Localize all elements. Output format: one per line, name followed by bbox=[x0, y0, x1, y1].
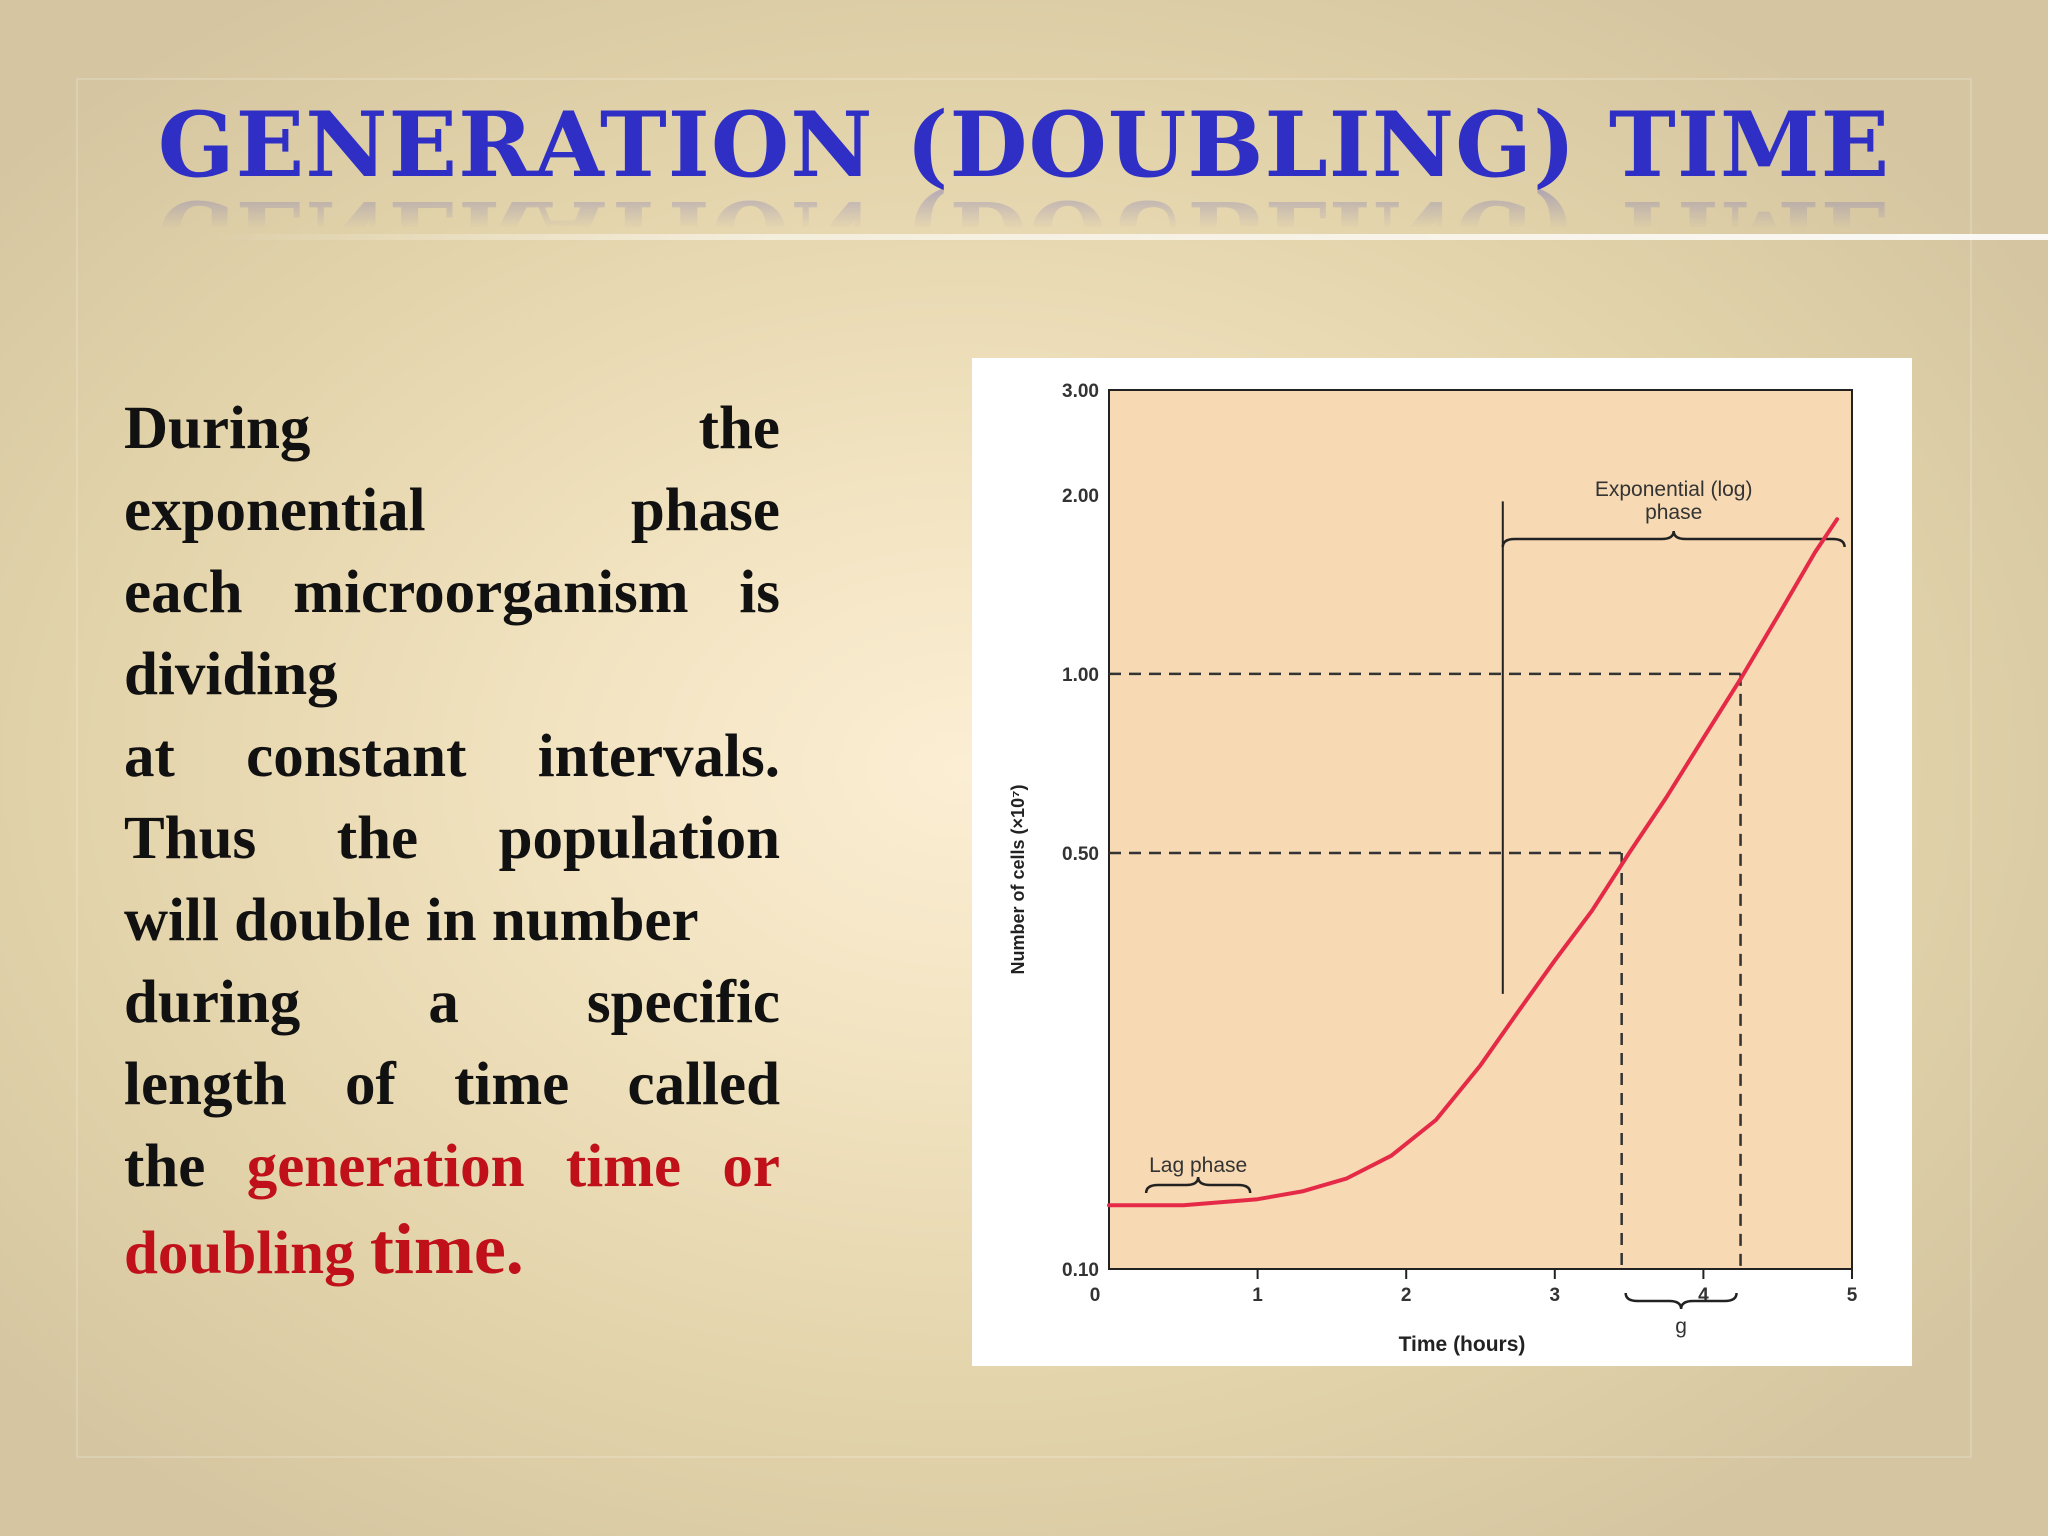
chart-card: 0.10 0.50 1.00 2.00 3.00 0 1 2 3 4 5 Time (hours) Nu… bbox=[972, 358, 1912, 1366]
highlight-doubling: doubling bbox=[124, 1220, 370, 1287]
x-tick-label: 3 bbox=[1550, 1285, 1561, 1306]
highlight-generation-time: generation time or bbox=[246, 1133, 780, 1200]
title-container: GENERATION (DOUBLING) TIME bbox=[0, 92, 2048, 232]
body-line: each microorganism is bbox=[124, 559, 780, 626]
title-divider bbox=[200, 234, 2048, 240]
lag-phase-label: Lag phase bbox=[1149, 1154, 1247, 1177]
x-axis-title: Time (hours) bbox=[1399, 1333, 1526, 1356]
g-brace bbox=[1624, 1292, 1738, 1310]
y-tick-label: 0.10 bbox=[1062, 1260, 1099, 1281]
exp-phase-brace bbox=[1501, 530, 1846, 548]
y-tick-label: 3.00 bbox=[1062, 381, 1099, 402]
body-line: dividing bbox=[124, 641, 338, 708]
body-line: Thus the population bbox=[124, 805, 780, 872]
x-tick-label: 2 bbox=[1401, 1285, 1412, 1306]
growth-curve-chart: 0.10 0.50 1.00 2.00 3.00 0 1 2 3 4 5 Time (hours) Nu… bbox=[1008, 381, 1858, 1356]
x-tick-label: 4 bbox=[1698, 1285, 1709, 1306]
slide-title: GENERATION (DOUBLING) TIME bbox=[157, 92, 1891, 198]
body-line: at constant intervals. bbox=[124, 723, 780, 790]
x-tick-label: 1 bbox=[1252, 1285, 1263, 1306]
highlight-time: time. bbox=[369, 1209, 524, 1289]
body-line: will double in number bbox=[124, 887, 699, 954]
y-tick-label: 1.00 bbox=[1062, 665, 1099, 686]
exp-phase-label-line1: Exponential (log) bbox=[1595, 478, 1753, 501]
g-label: g bbox=[1675, 1315, 1687, 1338]
body-line: length of time called bbox=[124, 1051, 780, 1118]
body-line: exponential phase bbox=[124, 477, 780, 544]
plot-area bbox=[1108, 389, 1853, 1270]
exp-phase-label-line2: phase bbox=[1645, 501, 1702, 524]
x-tick-label: 0 bbox=[1090, 1285, 1101, 1306]
lag-phase-brace bbox=[1144, 1176, 1252, 1194]
growth-curve-line bbox=[1107, 517, 1840, 1208]
body-line-highlight: the generation time or bbox=[124, 1126, 780, 1208]
y-axis-title: Number of cells (×10⁷) bbox=[1008, 785, 1028, 975]
body-paragraph: During the exponential phase each microo… bbox=[124, 388, 780, 1295]
slide-frame bbox=[76, 78, 1972, 1458]
body-line-doubling: doubling time. bbox=[124, 1208, 780, 1295]
body-line: During the bbox=[124, 395, 780, 462]
body-line: during a specific bbox=[124, 969, 780, 1036]
y-tick-label: 2.00 bbox=[1062, 486, 1099, 507]
body-prefix: the bbox=[124, 1133, 247, 1200]
x-tick-label: 5 bbox=[1847, 1285, 1858, 1306]
y-tick-label: 0.50 bbox=[1062, 844, 1099, 865]
